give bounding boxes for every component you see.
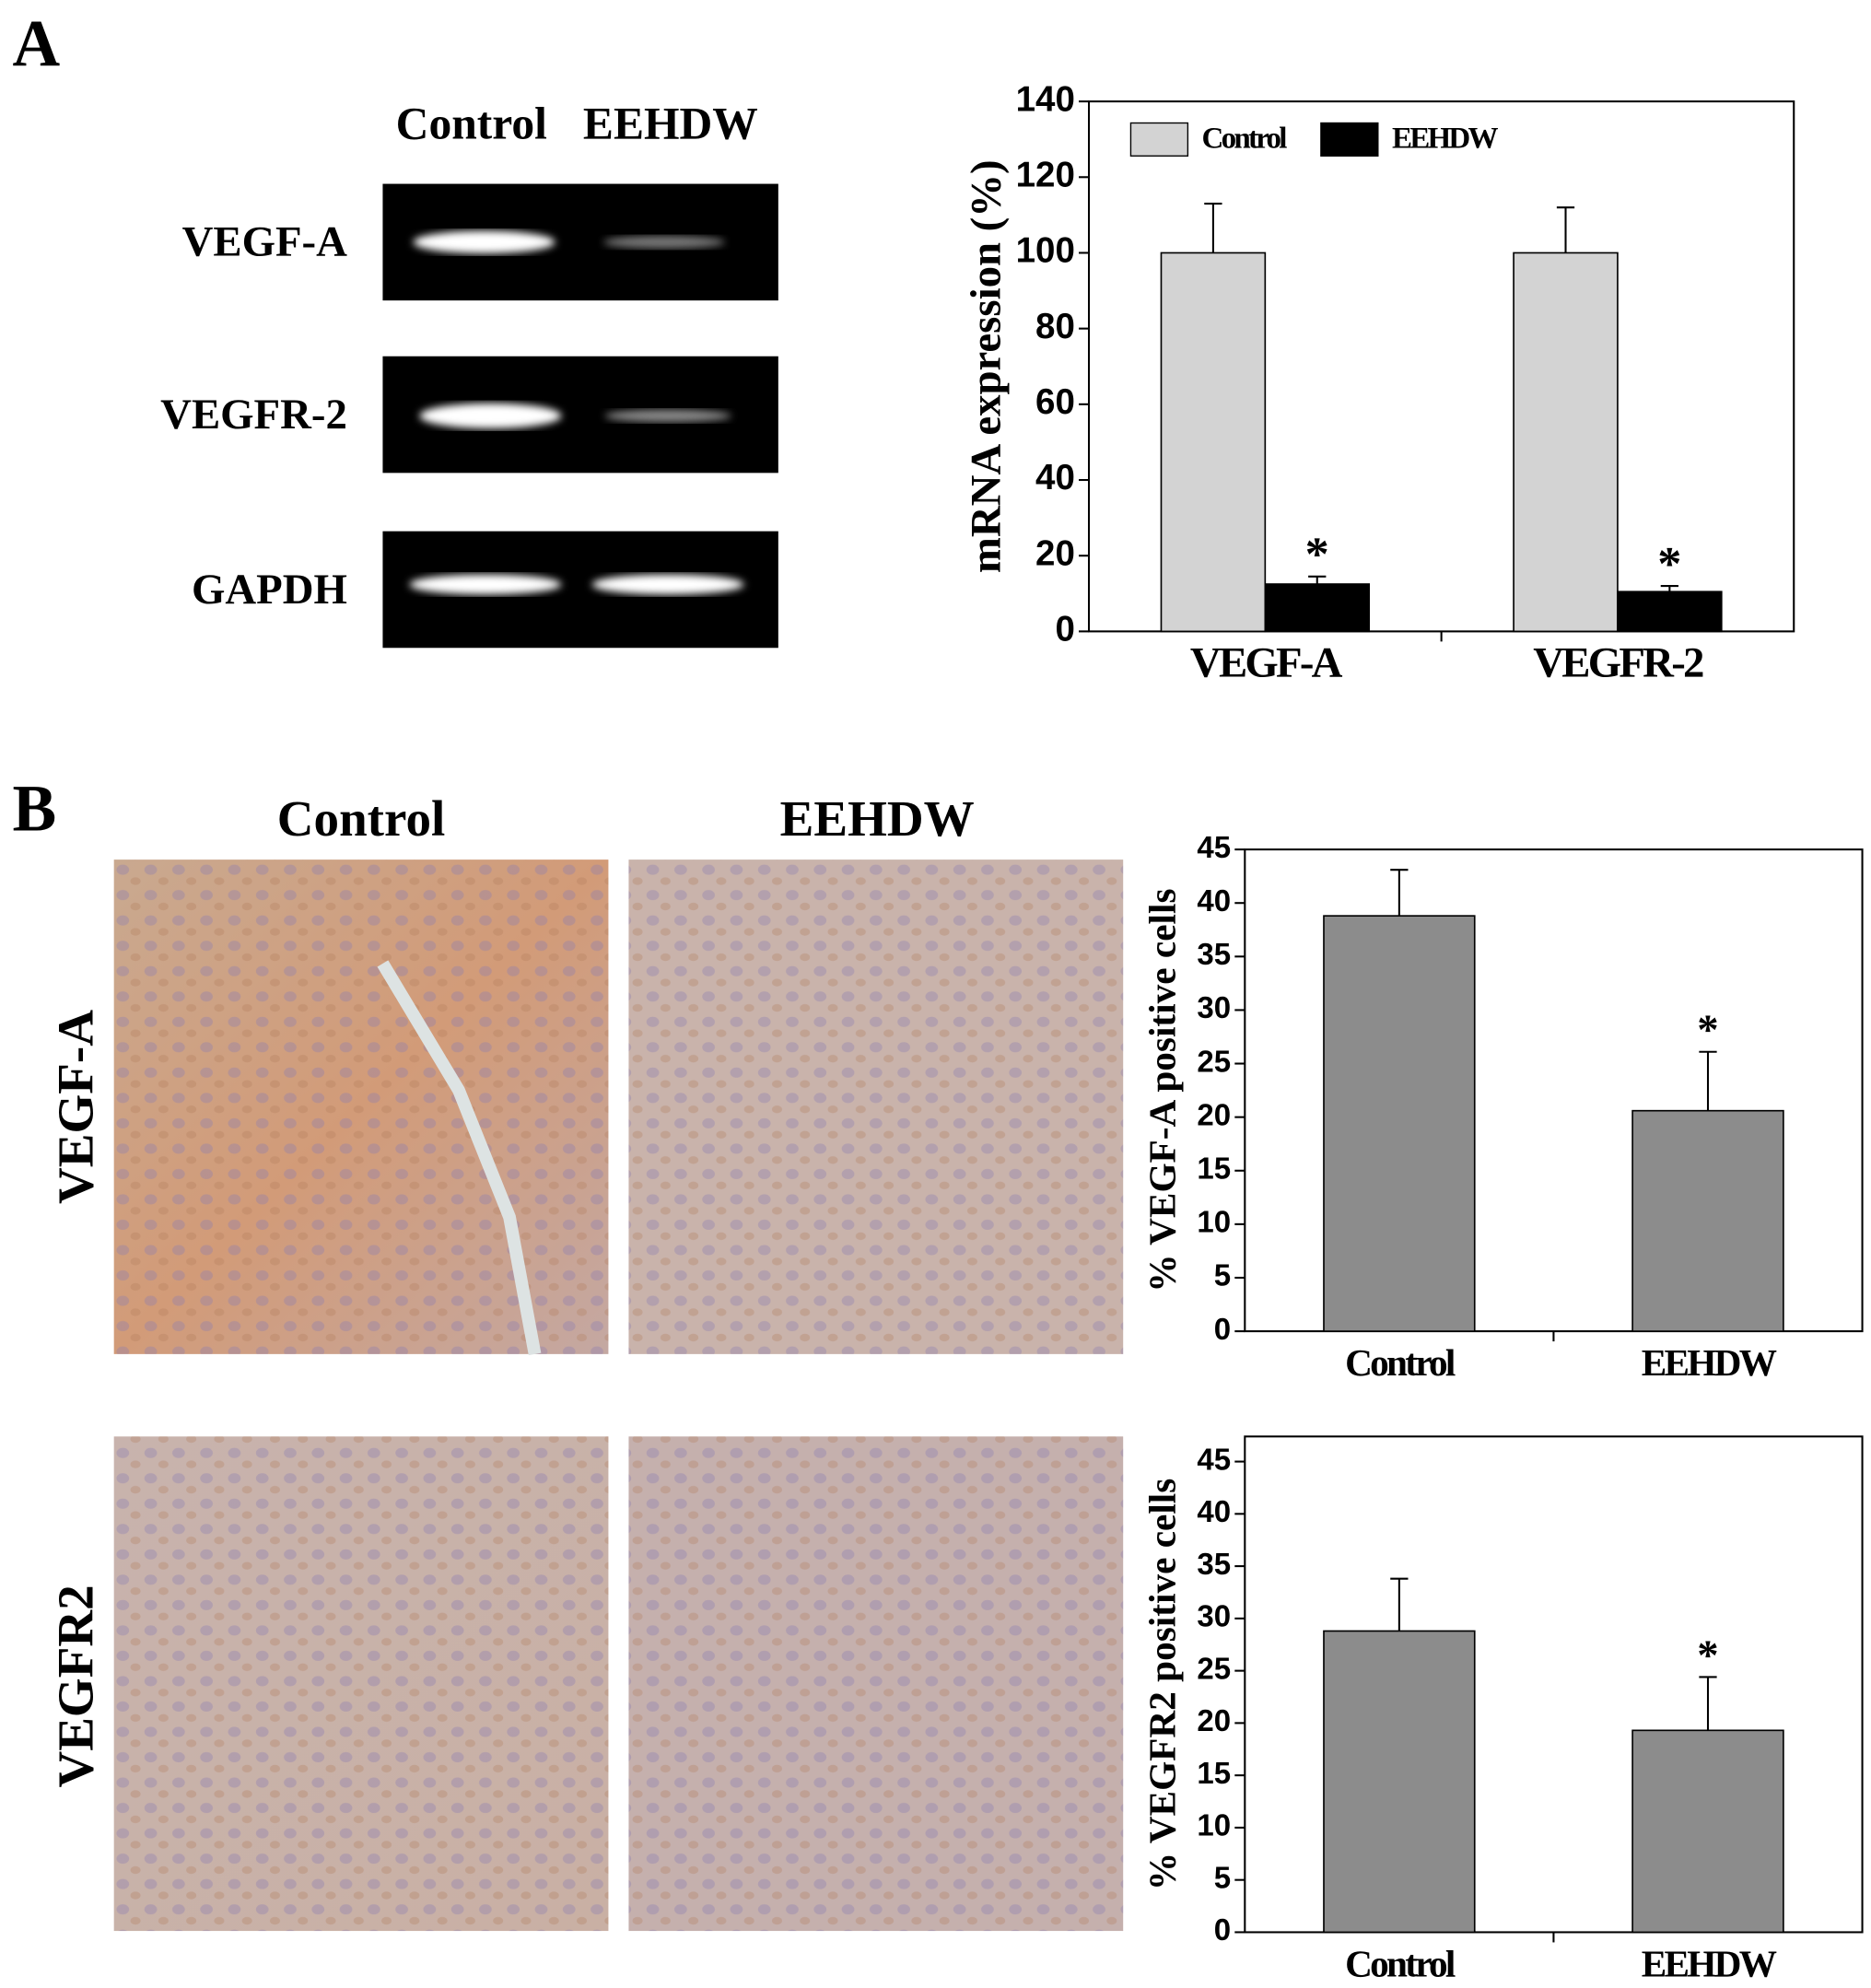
bar bbox=[1617, 591, 1723, 633]
y-tick-label: 35 bbox=[1197, 1547, 1231, 1581]
y-tick-label: 60 bbox=[1035, 382, 1075, 422]
y-tick-label: 120 bbox=[1016, 155, 1075, 194]
row-label: GAPDH bbox=[192, 566, 347, 614]
legend-swatch bbox=[1320, 122, 1379, 157]
bar bbox=[1323, 915, 1476, 1332]
y-tick-label: 0 bbox=[1214, 1312, 1231, 1346]
lane-label: Control bbox=[396, 98, 547, 148]
significance-marker: * bbox=[1305, 528, 1329, 581]
row-label: VEGF-A bbox=[182, 218, 348, 266]
legend-label: Control bbox=[1202, 122, 1288, 155]
legend-swatch bbox=[1129, 122, 1189, 157]
y-tick-label: 0 bbox=[1055, 610, 1074, 649]
y-tick-label: 40 bbox=[1197, 1494, 1231, 1528]
x-tick-label: VEGF-A bbox=[1190, 639, 1343, 687]
y-tick-label: 35 bbox=[1197, 937, 1231, 971]
bar bbox=[1160, 251, 1267, 633]
y-tick-label: 30 bbox=[1197, 990, 1231, 1024]
x-tick-label: Control bbox=[1345, 1341, 1456, 1384]
row-label: VEGFR-2 bbox=[160, 391, 347, 439]
significance-marker: * bbox=[1697, 1006, 1718, 1054]
y-tick-label: 80 bbox=[1035, 307, 1075, 346]
panel-label: A bbox=[13, 7, 61, 80]
y-tick-label: 15 bbox=[1197, 1756, 1231, 1790]
y-tick-label: 0 bbox=[1214, 1912, 1231, 1947]
bar bbox=[1323, 1630, 1476, 1934]
y-tick-label: 20 bbox=[1197, 1703, 1231, 1737]
y-tick-label: 40 bbox=[1197, 883, 1231, 918]
y-tick-label: 30 bbox=[1197, 1599, 1231, 1633]
y-tick-label: 25 bbox=[1197, 1044, 1231, 1078]
significance-marker: * bbox=[1697, 1631, 1718, 1679]
y-tick-label: 10 bbox=[1197, 1808, 1231, 1842]
bar bbox=[1513, 251, 1619, 633]
y-tick-label: 25 bbox=[1197, 1651, 1231, 1685]
y-axis-label: % VEGF-A positive cells bbox=[1140, 888, 1183, 1292]
y-tick-label: 45 bbox=[1197, 830, 1231, 864]
y-tick-label: 40 bbox=[1035, 458, 1075, 497]
y-tick-label: 15 bbox=[1197, 1151, 1231, 1185]
bar bbox=[1631, 1109, 1784, 1332]
y-tick-label: 20 bbox=[1197, 1097, 1231, 1131]
x-tick-label: VEGFR-2 bbox=[1533, 639, 1703, 687]
y-axis-label: mRNA expression (%) bbox=[962, 159, 1010, 573]
x-tick-label: EEHDW bbox=[1642, 1341, 1777, 1384]
column-label: EEHDW bbox=[780, 790, 975, 847]
y-tick-label: 10 bbox=[1197, 1205, 1231, 1239]
y-tick-label: 5 bbox=[1214, 1860, 1231, 1894]
column-label: Control bbox=[277, 790, 445, 847]
y-tick-label: 100 bbox=[1016, 231, 1075, 271]
bar bbox=[1264, 583, 1371, 633]
row-label: VEGFR2 bbox=[48, 1585, 104, 1787]
y-tick-label: 20 bbox=[1035, 533, 1075, 573]
y-tick-label: 45 bbox=[1197, 1442, 1231, 1476]
x-tick-label: Control bbox=[1345, 1942, 1456, 1984]
x-tick-label: EEHDW bbox=[1642, 1942, 1777, 1984]
y-tick-label: 5 bbox=[1214, 1258, 1231, 1292]
y-tick-label: 140 bbox=[1016, 79, 1075, 119]
panel-label: B bbox=[13, 772, 57, 845]
bar bbox=[1631, 1729, 1784, 1934]
histology-image bbox=[113, 860, 1124, 1932]
lane-label: EEHDW bbox=[583, 98, 758, 148]
row-label: VEGF-A bbox=[48, 1010, 104, 1204]
legend-label: EEHDW bbox=[1392, 122, 1499, 155]
y-axis-label: % VEGFR2 positive cells bbox=[1140, 1479, 1183, 1890]
significance-marker: * bbox=[1657, 537, 1681, 591]
gel-image bbox=[382, 183, 778, 649]
